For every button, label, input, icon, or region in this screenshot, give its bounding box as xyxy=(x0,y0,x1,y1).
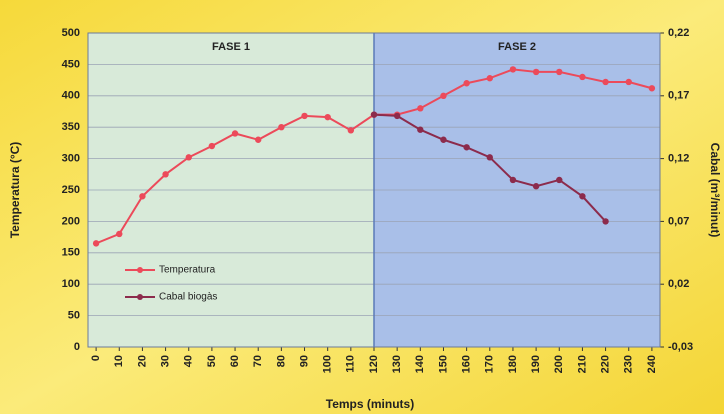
y2-tick-label: 0,02 xyxy=(668,278,689,290)
data-point xyxy=(208,142,216,150)
x-tick-label: 160 xyxy=(461,355,473,373)
data-point xyxy=(556,176,563,184)
data-point xyxy=(602,78,609,86)
x-tick-label: 80 xyxy=(275,355,287,367)
y-tick-label: 350 xyxy=(62,121,80,133)
x-tick-label: 60 xyxy=(229,355,241,367)
data-point xyxy=(162,171,169,178)
y-tick-label: 500 xyxy=(62,27,80,39)
legend-marker xyxy=(137,294,143,300)
y2-axis-label: Cabal (m³/minut) xyxy=(708,143,722,238)
legend-label: Cabal biogàs xyxy=(159,292,217,303)
x-tick-label: 180 xyxy=(507,355,519,373)
y-tick-label: 400 xyxy=(62,90,80,102)
x-tick-label: 140 xyxy=(414,355,426,373)
x-tick-label: 20 xyxy=(136,355,148,367)
y2-tick-label: 0,17 xyxy=(668,90,689,102)
data-point xyxy=(417,105,424,112)
data-point xyxy=(116,230,123,238)
y2-tick-label: 0,22 xyxy=(668,27,689,39)
x-tick-label: 230 xyxy=(623,355,635,373)
data-point xyxy=(509,176,517,184)
y-tick-label: 100 xyxy=(62,278,80,290)
x-tick-label: 220 xyxy=(599,355,611,373)
x-tick-label: 130 xyxy=(391,355,403,373)
data-point xyxy=(301,112,308,120)
data-point xyxy=(486,154,493,161)
y-tick-label: 250 xyxy=(62,184,80,196)
y-tick-label: 150 xyxy=(62,247,80,259)
data-point xyxy=(532,68,540,76)
x-tick-label: 190 xyxy=(530,355,542,373)
x-axis-label: Temps (minuts) xyxy=(326,397,414,411)
data-point xyxy=(393,112,401,120)
x-tick-label: 30 xyxy=(159,355,171,367)
data-point xyxy=(231,130,239,137)
x-tick-label: 100 xyxy=(322,355,334,373)
data-point xyxy=(92,240,100,247)
y-tick-label: 50 xyxy=(68,310,80,322)
x-tick-label: 0 xyxy=(90,355,102,361)
x-tick-label: 150 xyxy=(437,355,449,373)
data-point xyxy=(347,127,355,134)
data-point xyxy=(139,193,146,200)
y2-tick-label: 0,12 xyxy=(668,153,689,165)
y2-tick-label: 0,07 xyxy=(668,215,689,227)
y2-tick-label: -0,03 xyxy=(668,341,693,353)
data-point xyxy=(648,85,656,92)
legend-marker xyxy=(137,267,143,273)
y-tick-label: 300 xyxy=(62,153,80,165)
phase-label: FASE 2 xyxy=(498,41,536,53)
data-point xyxy=(255,136,262,143)
data-point xyxy=(417,126,424,133)
x-tick-label: 240 xyxy=(646,355,658,373)
data-point xyxy=(324,113,331,121)
data-point xyxy=(463,80,470,87)
x-tick-label: 50 xyxy=(206,355,218,367)
x-tick-label: 170 xyxy=(484,355,496,373)
data-point xyxy=(185,154,192,161)
x-tick-label: 200 xyxy=(553,355,565,373)
data-point xyxy=(579,193,586,200)
data-point xyxy=(463,144,470,151)
data-point xyxy=(370,111,378,118)
data-point xyxy=(509,66,517,73)
phase-label: FASE 1 xyxy=(212,41,250,53)
data-point xyxy=(486,75,493,82)
data-point xyxy=(602,218,609,225)
x-tick-label: 40 xyxy=(183,355,195,367)
x-tick-label: 10 xyxy=(113,355,125,367)
y-axis-label: Temperatura (°C) xyxy=(8,142,22,239)
y-tick-label: 200 xyxy=(62,215,80,227)
x-tick-label: 210 xyxy=(576,355,588,373)
x-tick-label: 90 xyxy=(298,355,310,367)
data-point xyxy=(278,124,285,131)
y-tick-label: 450 xyxy=(62,58,80,70)
x-tick-label: 120 xyxy=(368,355,380,373)
x-tick-label: 110 xyxy=(345,355,357,373)
legend-label: Temperatura xyxy=(159,265,216,276)
data-point xyxy=(532,183,540,190)
data-point xyxy=(625,78,632,86)
data-point xyxy=(440,136,447,143)
data-point xyxy=(556,68,563,76)
x-tick-label: 70 xyxy=(252,355,264,367)
data-point xyxy=(440,92,447,100)
data-point xyxy=(579,73,586,81)
y-tick-label: 0 xyxy=(74,341,80,353)
